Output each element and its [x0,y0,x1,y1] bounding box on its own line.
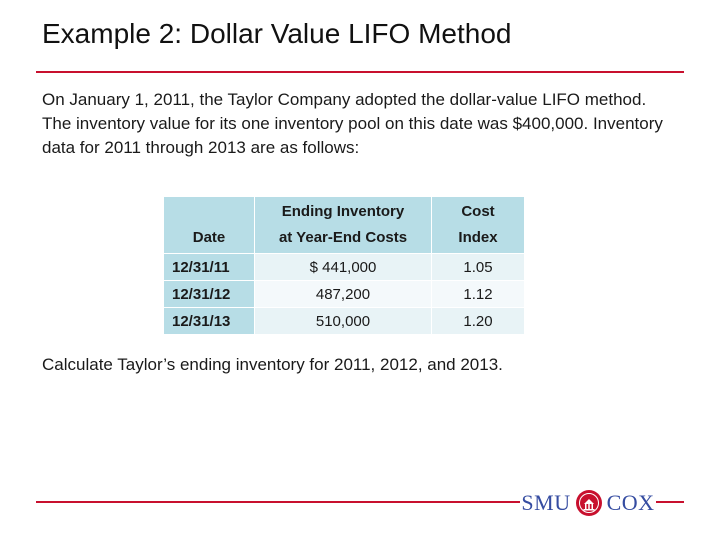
row-date: 12/31/11 [163,253,255,281]
logo-text-right: COX [606,490,655,515]
row-inventory: 487,200 [254,280,432,308]
table-row: 12/31/11 $ 441,000 1.05 [163,253,525,281]
row-date: 12/31/13 [163,307,255,335]
logo-text-left: SMU [521,490,571,515]
row-index: 1.05 [431,253,525,281]
header-date: Date [163,196,255,254]
header-inventory-line1: Ending Inventory [281,203,405,220]
table-row: 12/31/13 510,000 1.20 [163,307,525,335]
header-cost-line2: Index [458,229,498,246]
intro-paragraph: On January 1, 2011, the Taylor Company a… [42,90,663,157]
smu-cox-logo: SMU COX [520,486,656,520]
footer-divider [36,501,684,503]
row-index: 1.12 [431,280,525,308]
header-ending-inventory: Ending Inventory at Year-End Costs [254,196,432,254]
row-date: 12/31/12 [163,280,255,308]
row-inventory: $ 441,000 [254,253,432,281]
table-header-row: Date Ending Inventory at Year-End Costs … [163,196,525,254]
header-inventory-line2: at Year-End Costs [278,229,408,246]
inventory-table: Date Ending Inventory at Year-End Costs … [163,196,525,335]
header-cost-line1: Cost [461,203,495,220]
header-cost-index: Cost Index [431,196,525,254]
question-text: Calculate Taylor’s ending inventory for … [42,355,503,374]
university-seal-icon [575,490,602,516]
title-divider [36,71,684,73]
row-index: 1.20 [431,307,525,335]
slide-title: Example 2: Dollar Value LIFO Method [42,18,512,49]
row-inventory: 510,000 [254,307,432,335]
header-date-label: Date [192,229,226,246]
table-row: 12/31/12 487,200 1.12 [163,280,525,308]
